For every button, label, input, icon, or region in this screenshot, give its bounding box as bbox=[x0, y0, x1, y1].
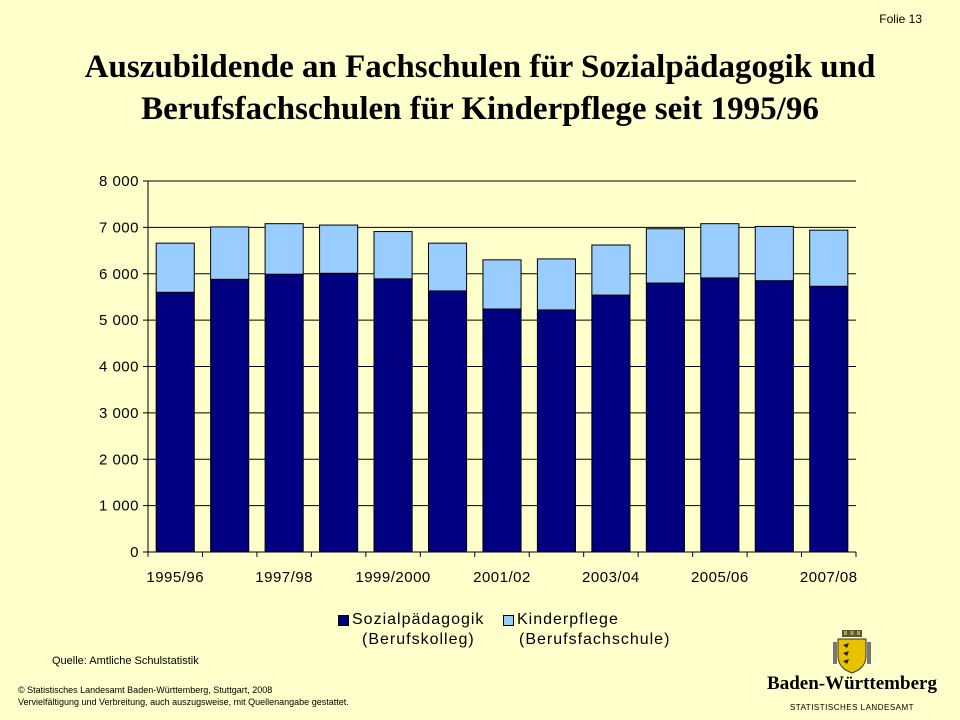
copyright-note: © Statistisches Landesamt Baden-Württemb… bbox=[18, 684, 349, 708]
bar-sozialpaedagogik-3 bbox=[319, 272, 359, 553]
bar-kinderpflege-7 bbox=[536, 258, 577, 311]
legend-swatch-kinderpflege bbox=[503, 615, 514, 626]
bar-kinderpflege-0 bbox=[155, 242, 195, 293]
legend-sublabel-sozialpaedagogik: (Berufskolleg) bbox=[362, 631, 475, 648]
bar-sozialpaedagogik-0 bbox=[155, 291, 195, 553]
bar-sozialpaedagogik-1 bbox=[210, 278, 250, 553]
bar-sozialpaedagogik-8 bbox=[591, 294, 631, 553]
legend-swatch-sozialpaedagogik bbox=[338, 615, 349, 626]
bar-sozialpaedagogik-4 bbox=[373, 278, 413, 553]
bar-kinderpflege-3 bbox=[319, 224, 359, 274]
x-tick-label-12: 2007/08 bbox=[800, 569, 858, 586]
legend-label-sozialpaedagogik: Sozialpädagogik bbox=[352, 611, 485, 628]
bar-sozialpaedagogik-2 bbox=[264, 273, 304, 553]
legend-sublabel-kinderpflege: (Berufsfachschule) bbox=[519, 631, 671, 648]
chart-title-text: Auszubildende an Fachschulen für Sozialp… bbox=[84, 49, 876, 127]
bar-kinderpflege-4 bbox=[373, 231, 413, 280]
bar-kinderpflege-9 bbox=[645, 228, 685, 284]
y-tick-label-3: 3 000 bbox=[99, 405, 139, 422]
y-tick-label-7: 7 000 bbox=[99, 219, 139, 236]
bar-sozialpaedagogik-10 bbox=[700, 277, 740, 553]
x-tick-label-0: 1995/96 bbox=[146, 569, 204, 586]
y-tick-label-5: 5 000 bbox=[99, 312, 139, 329]
bar-kinderpflege-2 bbox=[264, 223, 304, 275]
bar-kinderpflege-12 bbox=[809, 229, 849, 287]
x-tick-label-4: 1999/2000 bbox=[355, 569, 430, 586]
bar-sozialpaedagogik-5 bbox=[427, 290, 468, 553]
baden-wuerttemberg-logo: Baden-Württemberg STATISTISCHES LANDESAM… bbox=[764, 630, 940, 720]
bar-kinderpflege-6 bbox=[482, 259, 522, 310]
bar-kinderpflege-11 bbox=[754, 225, 794, 282]
copyright-line-2: Vervielfältigung und Verbreitung, auch a… bbox=[18, 697, 349, 707]
bar-kinderpflege-5 bbox=[427, 242, 468, 292]
y-tick-label-4: 4 000 bbox=[99, 359, 139, 376]
chart-title: Auszubildende an Fachschulen für Sozialp… bbox=[0, 46, 960, 130]
x-tick-label-8: 2003/04 bbox=[582, 569, 640, 586]
bar-sozialpaedagogik-7 bbox=[536, 309, 577, 553]
logo-name: Baden-Württemberg bbox=[767, 673, 937, 694]
copyright-line-1: © Statistisches Landesamt Baden-Württemb… bbox=[18, 685, 273, 695]
bar-kinderpflege-10 bbox=[700, 223, 740, 279]
x-tick-label-6: 2001/02 bbox=[473, 569, 531, 586]
bar-sozialpaedagogik-9 bbox=[645, 282, 685, 553]
legend-item-sozialpaedagogik: Sozialpädagogik (Berufskolleg) bbox=[338, 610, 484, 650]
legend-label-kinderpflege: Kinderpflege bbox=[517, 611, 619, 628]
y-tick-label-0: 0 bbox=[130, 544, 139, 561]
source-note: Quelle: Amtliche Schulstatistik bbox=[52, 655, 199, 667]
y-tick-label-6: 6 000 bbox=[99, 266, 139, 283]
stacked-bar-chart: 0 1 000 2 000 3 000 4 000 5 000 6 000 7 000 8 00… bbox=[99, 173, 858, 586]
y-tick-label-8: 8 000 bbox=[99, 173, 139, 190]
y-tick-label-1: 1 000 bbox=[99, 498, 139, 515]
coat-of-arms-icon bbox=[833, 630, 871, 674]
legend-item-kinderpflege: Kinderpflege (Berufsfachschule) bbox=[503, 610, 670, 650]
bar-sozialpaedagogik-11 bbox=[754, 280, 794, 553]
bar-kinderpflege-8 bbox=[591, 244, 631, 296]
logo-subtitle: STATISTISCHES LANDESAMT bbox=[789, 703, 915, 712]
slide-number: Folie 13 bbox=[879, 12, 922, 26]
x-tick-label-10: 2005/06 bbox=[691, 569, 749, 586]
bar-sozialpaedagogik-6 bbox=[482, 308, 522, 553]
bar-kinderpflege-1 bbox=[210, 226, 250, 280]
y-tick-label-2: 2 000 bbox=[99, 451, 139, 468]
bar-sozialpaedagogik-12 bbox=[809, 285, 849, 553]
x-tick-label-2: 1997/98 bbox=[255, 569, 313, 586]
